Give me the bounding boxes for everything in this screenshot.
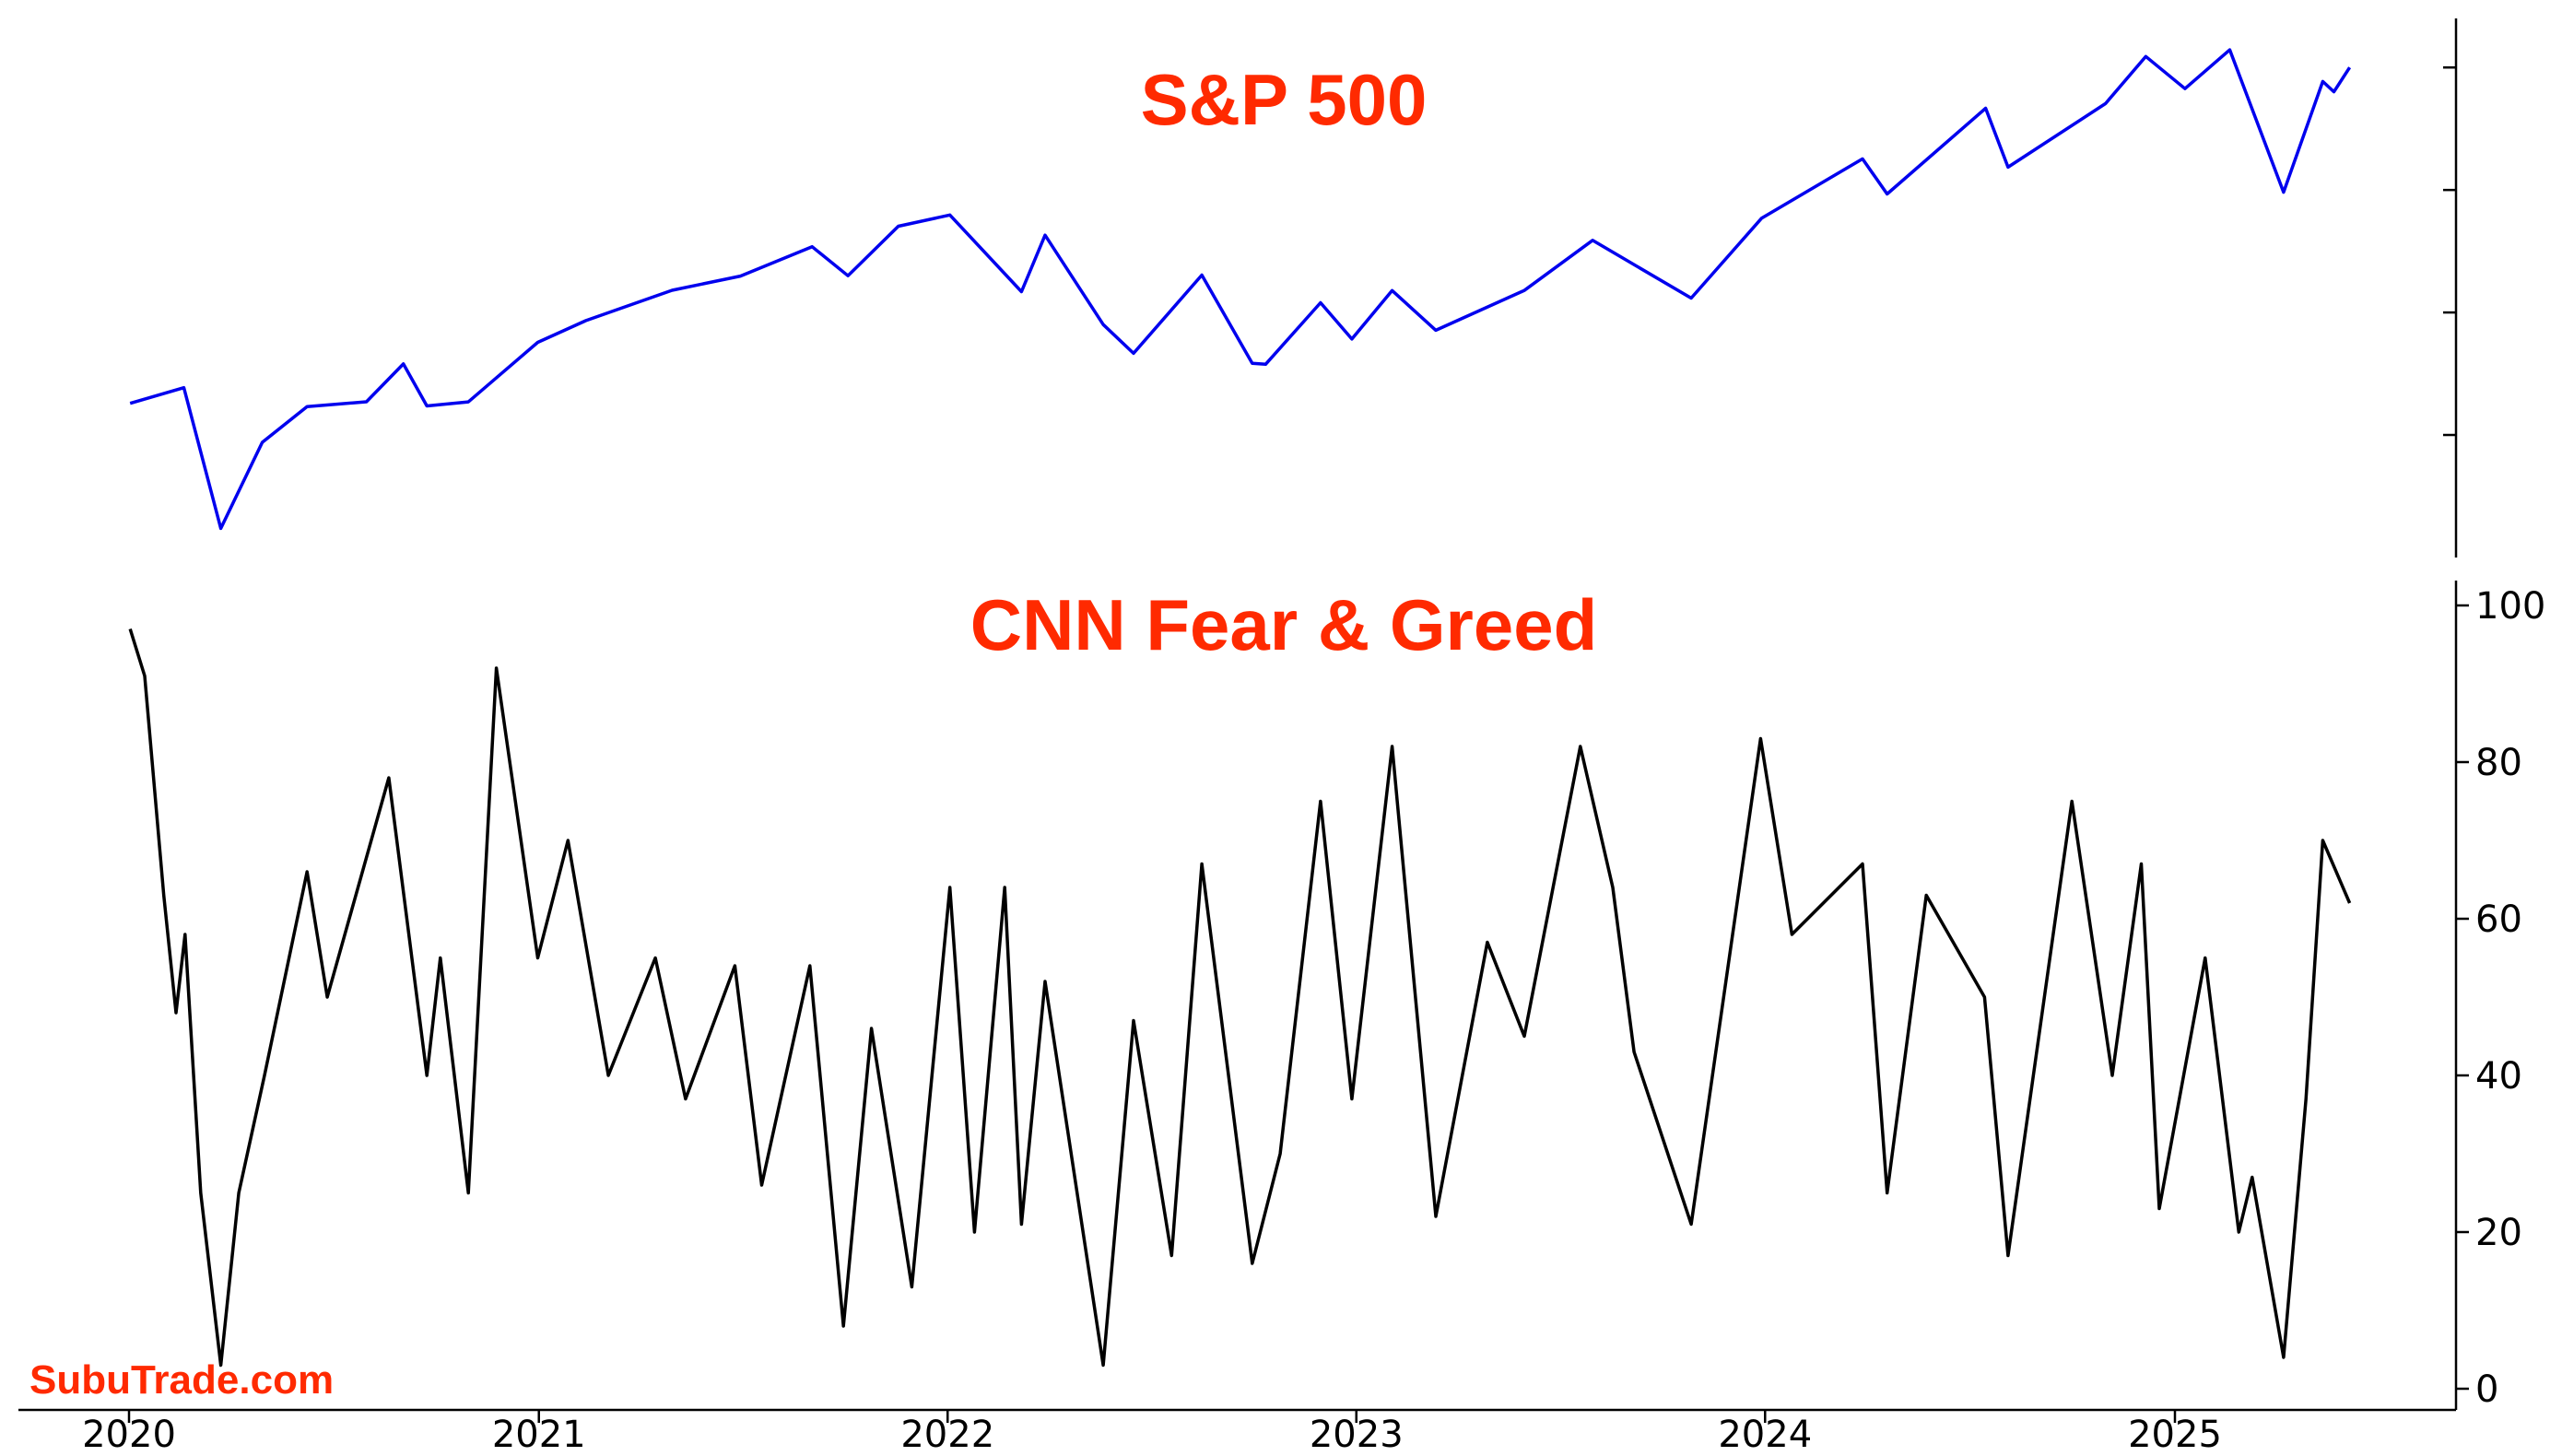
x-tick-label-2020: 2020 <box>82 1414 176 1456</box>
fear-greed-y-tick-label-100: 100 <box>2475 585 2545 628</box>
x-tick-label-2024: 2024 <box>1718 1414 1812 1456</box>
fear-greed-y-tick-label-60: 60 <box>2475 898 2522 941</box>
fear-greed-y-ticks: 0 20 40 60 80 100 <box>2456 585 2545 1411</box>
x-tick-label-2021: 2021 <box>492 1414 586 1456</box>
x-tick-label-2025: 2025 <box>2128 1414 2222 1456</box>
fear-greed-y-tick-label-0: 0 <box>2475 1368 2498 1411</box>
sp500-series-line <box>129 48 2352 531</box>
fear-greed-series-line <box>128 628 2352 1368</box>
fear-greed-title: CNN Fear & Greed <box>970 584 1598 665</box>
sp500-panel: S&P 500 <box>129 18 2458 558</box>
x-tick-label-2023: 2023 <box>1310 1414 1404 1456</box>
x-tick-label-2022: 2022 <box>900 1414 994 1456</box>
fear-greed-y-tick-label-80: 80 <box>2475 742 2522 784</box>
sp500-title: S&P 500 <box>1141 59 1428 140</box>
x-ticks: 2020 2021 2022 2023 2024 2025 <box>82 1410 2222 1456</box>
sp500-y-ticks <box>2443 65 2456 437</box>
fear-greed-y-tick-label-20: 20 <box>2475 1212 2522 1254</box>
fear-greed-y-tick-label-40: 40 <box>2475 1055 2522 1098</box>
watermark-label: SubuTrade.com <box>29 1357 334 1403</box>
